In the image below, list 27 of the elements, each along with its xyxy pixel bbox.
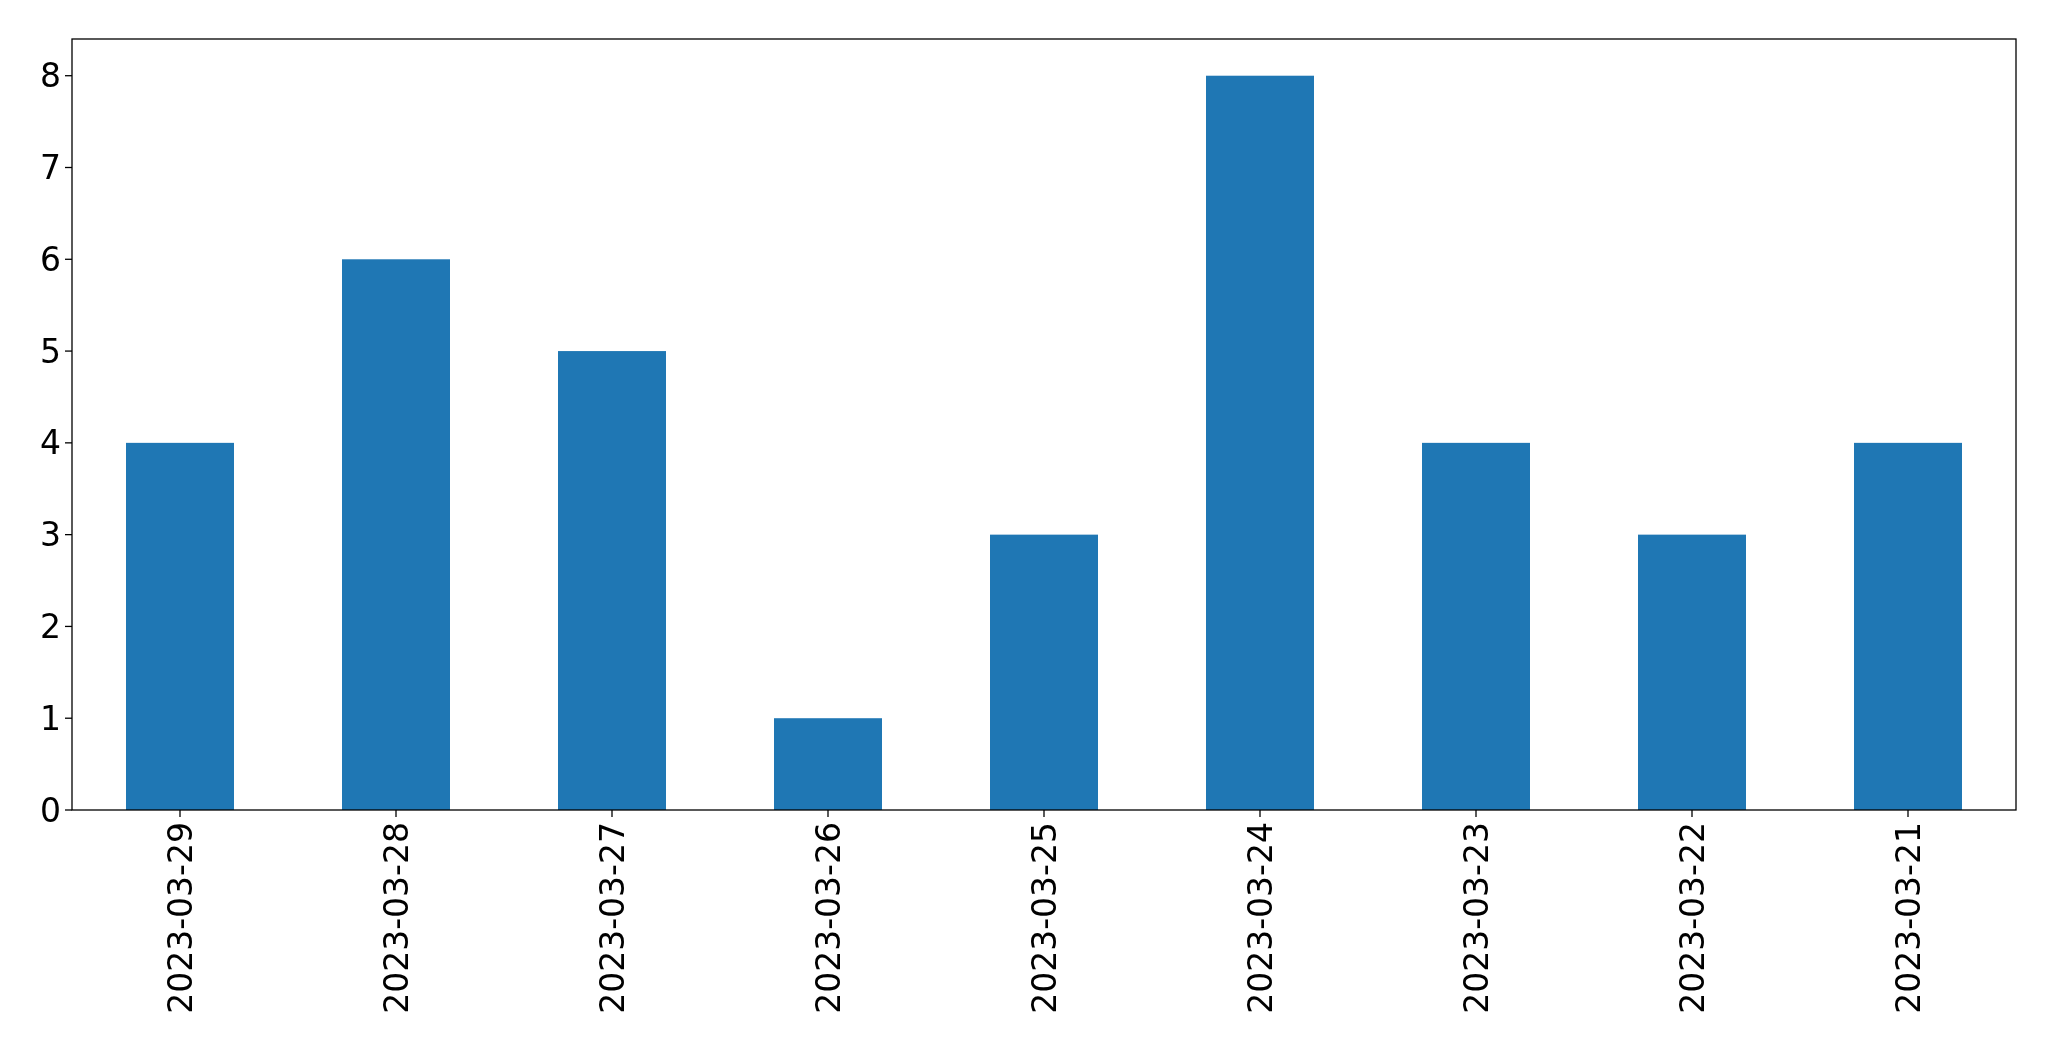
y-tick-label: 7 <box>40 148 61 188</box>
y-tick-label: 0 <box>40 790 61 830</box>
x-tick-label: 2023-03-25 <box>1024 822 1064 1014</box>
x-tick-label: 2023-03-27 <box>592 822 632 1014</box>
y-tick-label: 6 <box>40 239 61 279</box>
x-tick-label: 2023-03-26 <box>808 822 848 1014</box>
x-tick-label: 2023-03-29 <box>160 822 200 1014</box>
bar <box>1854 442 1962 810</box>
y-tick-label: 5 <box>40 331 61 371</box>
bar <box>990 534 1098 810</box>
bar <box>558 351 666 810</box>
bar <box>774 718 882 810</box>
x-tick-label: 2023-03-28 <box>376 822 416 1014</box>
x-tick-label: 2023-03-23 <box>1456 822 1496 1014</box>
bar <box>342 259 450 810</box>
bar <box>126 442 234 810</box>
x-tick-label: 2023-03-24 <box>1240 822 1280 1014</box>
x-tick-label: 2023-03-22 <box>1672 822 1712 1014</box>
y-tick-label: 3 <box>40 515 61 555</box>
y-tick-label: 8 <box>40 56 61 96</box>
x-tick-label: 2023-03-21 <box>1888 822 1928 1014</box>
bar <box>1638 534 1746 810</box>
y-tick-label: 2 <box>40 606 61 646</box>
bar <box>1422 442 1530 810</box>
y-tick-label: 1 <box>40 698 61 738</box>
bar <box>1206 75 1314 810</box>
y-tick-label: 4 <box>40 423 61 463</box>
